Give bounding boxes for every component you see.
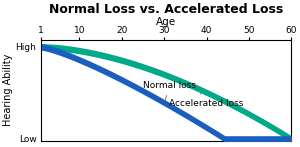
X-axis label: Age: Age xyxy=(156,17,176,27)
Text: Normal loss: Normal loss xyxy=(143,81,196,100)
Text: Accelerated loss: Accelerated loss xyxy=(169,91,243,108)
Y-axis label: Hearing Ability: Hearing Ability xyxy=(3,54,13,126)
Title: Normal Loss vs. Accelerated Loss: Normal Loss vs. Accelerated Loss xyxy=(49,3,284,16)
